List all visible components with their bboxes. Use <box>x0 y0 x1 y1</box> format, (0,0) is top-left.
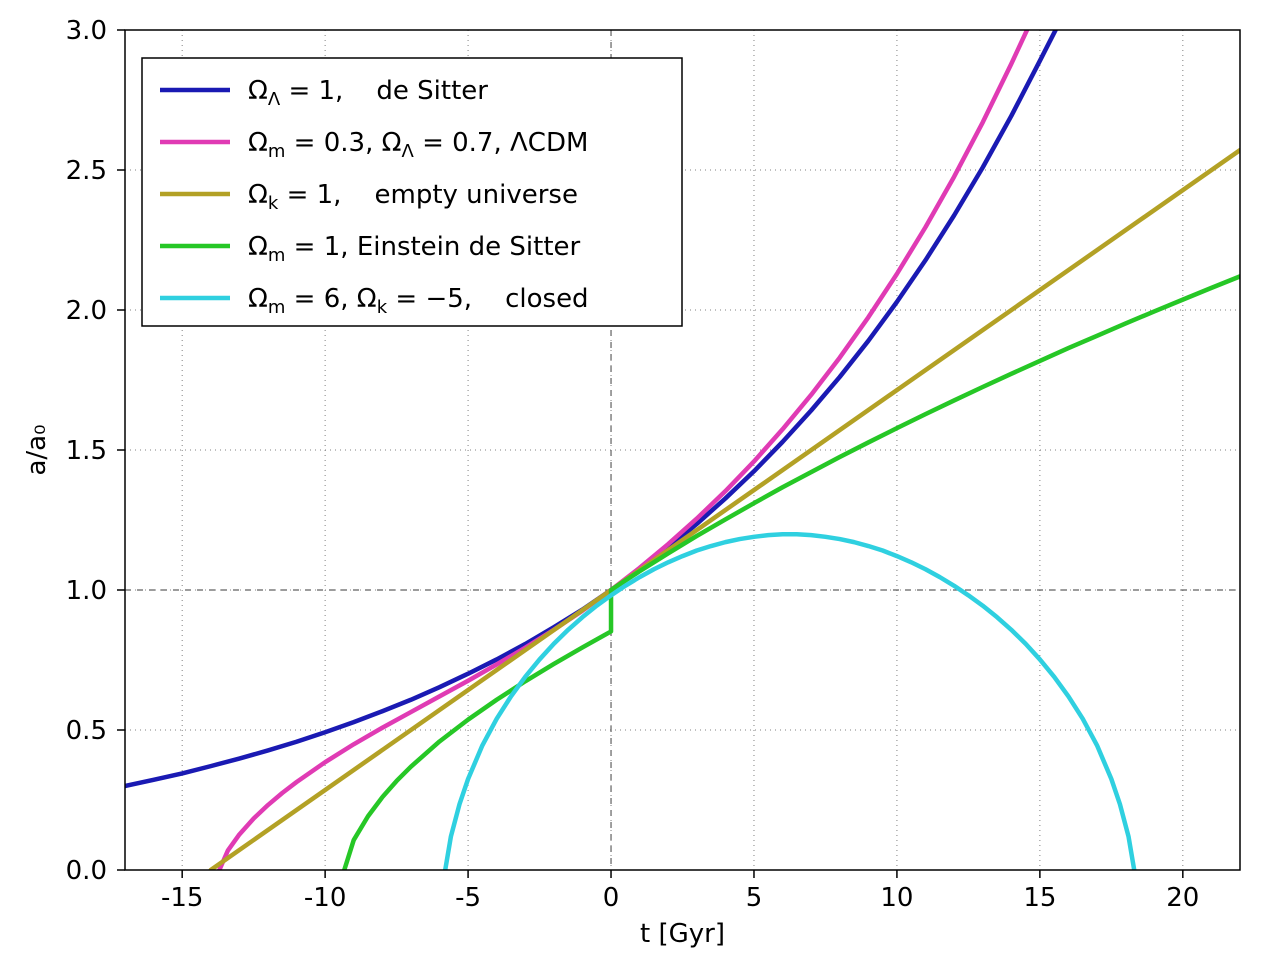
y-tick-label: 1.5 <box>66 436 107 466</box>
x-tick-label: 20 <box>1166 883 1199 913</box>
legend-label: Ωk = 1, empty universe <box>248 180 578 214</box>
y-tick-label: 3.0 <box>66 16 107 46</box>
x-tick-label: 0 <box>603 883 620 913</box>
x-tick-label: 15 <box>1023 883 1056 913</box>
x-axis-label: t [Gyr] <box>640 919 725 949</box>
cosmology-scale-factor-chart: -15 -10 -5 0 5 10 15 20 0.0 0.5 1.0 1.5 2.0 2.5 3.0 t [… <box>0 0 1280 960</box>
y-tick-label: 2.5 <box>66 156 107 186</box>
legend-label: Ωm = 6, Ωk = −5, closed <box>248 284 589 318</box>
legend-label: ΩΛ = 1, de Sitter <box>248 76 488 110</box>
legend-label: Ωm = 1, Einstein de Sitter <box>248 232 581 266</box>
y-axis-label: a/a₀ <box>22 424 52 475</box>
y-tick-label: 2.0 <box>66 296 107 326</box>
y-tick-label: 1.0 <box>66 576 107 606</box>
legend-label: Ωm = 0.3, ΩΛ = 0.7, ΛCDM <box>248 128 588 162</box>
y-tick-label: 0.0 <box>66 856 107 886</box>
x-tick-label: -15 <box>161 883 203 913</box>
y-tick-label: 0.5 <box>66 716 107 746</box>
x-tick-label: -10 <box>304 883 346 913</box>
x-tick-label: -5 <box>455 883 481 913</box>
chart-container: -15 -10 -5 0 5 10 15 20 0.0 0.5 1.0 1.5 2.0 2.5 3.0 t [… <box>0 0 1280 960</box>
x-tick-label: 5 <box>746 883 763 913</box>
x-tick-label: 10 <box>880 883 913 913</box>
